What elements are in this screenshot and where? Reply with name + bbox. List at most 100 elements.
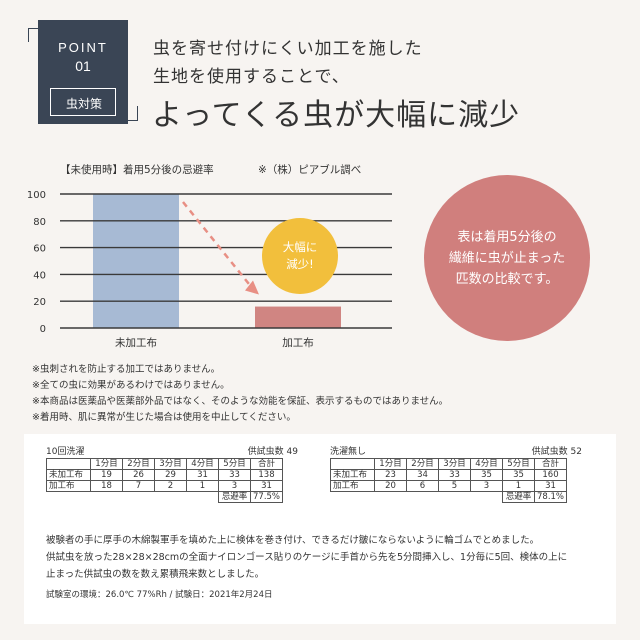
table-right-row-1-cell-4: 35	[470, 469, 503, 481]
table-left-row-1-cell-6: 138	[249, 469, 284, 481]
point-subtitle-box: 虫対策	[50, 88, 116, 116]
corner-line-bottom-v	[137, 106, 138, 120]
table-right-header-row: 1分目 2分目 3分目 4分目 5分目 合計	[330, 458, 568, 470]
table-right-row-2-cell-6: 31	[533, 480, 568, 492]
bar-2	[255, 306, 341, 328]
table-left-header-row-cell-3: 3分目	[154, 458, 187, 470]
table-left-row-2-cell-6: 31	[249, 480, 284, 492]
table-left-row-1-cell-4: 31	[186, 469, 219, 481]
table-left-header-row-cell-0	[46, 458, 91, 470]
table-right-row-1-cell-5: 35	[502, 469, 535, 481]
table-left-row-2-cell-2: 7	[122, 480, 155, 492]
corner-line-top-h	[28, 28, 42, 29]
table-right-row-1-cell-6: 160	[533, 469, 568, 481]
table-left-rate-blank-0	[47, 492, 91, 503]
point-number: 01	[75, 58, 91, 74]
table-left-header-row: 1分目 2分目 3分目 4分目 5分目 合計	[46, 458, 284, 470]
table-left-row-1-cell-2: 26	[122, 469, 155, 481]
bar-1	[93, 194, 179, 328]
table-left-row-2-cell-4: 1	[186, 480, 219, 492]
table-right-rate-label: 忌避率	[502, 491, 535, 503]
table-right-rate-value: 78.1%	[533, 491, 568, 503]
table-left-title: 10回洗濯	[46, 447, 85, 457]
headline-main: よってくる虫が大幅に減少	[152, 98, 521, 133]
table-left-rate-blank-1	[91, 492, 123, 503]
table-left-rate-row: 忌避率 77.5%	[47, 491, 284, 503]
table-right-rate-blank-2	[407, 492, 439, 503]
table-right-row-1-cell-1: 23	[374, 469, 407, 481]
table-left-row-1: 未加工布 19 26 29 31 33 138	[46, 469, 284, 481]
note-3: ※本商品は医薬品や医薬部外品ではなく、そのような効能を保証、表示するものではあり…	[32, 396, 449, 407]
table-left-row-1-cell-5: 33	[218, 469, 251, 481]
chart-source: ※（株）ピアブル調べ	[258, 164, 362, 176]
chart-title: 【未使用時】着用5分後の忌避率	[60, 164, 214, 176]
table-right-header-row-cell-4: 4分目	[470, 458, 503, 470]
table-right-row-1-cell-3: 33	[438, 469, 471, 481]
table-left-count: 供試虫数 49	[247, 447, 298, 457]
table-right-title: 洗濯無し	[330, 447, 367, 457]
table-left-row-1-cell-0: 未加工布	[46, 469, 91, 481]
callout-yellow: 大幅に 減少!	[262, 218, 338, 294]
table-left-row-2-cell-5: 3	[218, 480, 251, 492]
table-right-row-2-cell-2: 6	[406, 480, 439, 492]
note-1: ※虫刺されを防止する加工ではありません。	[32, 364, 221, 375]
table-right-row-1-cell-0: 未加工布	[330, 469, 375, 481]
y-tick-label-20: 20	[33, 297, 46, 308]
table-left-row-2: 加工布 18 7 2 1 3 31	[46, 480, 284, 492]
callout-pink: 表は着用5分後の 繊維に虫が止まった 匹数の比較です。	[424, 175, 590, 341]
table-right-rate-blank-3	[439, 492, 471, 503]
table-left-rate-value: 77.5%	[249, 491, 284, 503]
table-right-row-2: 加工布 20 6 5 3 1 31	[330, 480, 568, 492]
test-panel: 10回洗濯 供試虫数 49 1分目 2分目 3分目 4分目 5分目 合計 未加工布 19 26 2…	[24, 434, 616, 624]
table-left-header-row-cell-4: 4分目	[186, 458, 219, 470]
notes: ※虫刺されを防止する加工ではありません。 ※全ての虫に効果があるわけではありませ…	[32, 362, 448, 426]
corner-line-bottom-h	[124, 120, 138, 121]
table-right-wrap: 洗濯無し 供試虫数 52 1分目 2分目 3分目 4分目 5分目 合計 未加工布 23 34 33…	[330, 444, 586, 503]
test-environment: 試験室の環境：26.0℃ 77%Rh / 試験日：2021年2月24日	[46, 590, 273, 600]
table-right-row-2-cell-1: 20	[374, 480, 407, 492]
table-right-row-2-cell-5: 1	[502, 480, 535, 492]
description-line3: 止まった供試虫の数を数え累積飛来数としました。	[46, 569, 265, 580]
table-left-rate-blank-3	[155, 492, 187, 503]
description-line1: 被験者の手に厚手の木綿製軍手を填めた上に検体を巻き付け、できるだけ皺にならないよ…	[46, 535, 540, 546]
table-right-row-2-cell-4: 3	[470, 480, 503, 492]
table-left: 1分目 2分目 3分目 4分目 5分目 合計 未加工布 19 26 29 31 33 138 加工布 18 7…	[46, 458, 284, 503]
table-left-row-2-cell-0: 加工布	[46, 480, 91, 492]
table-right-rate-blank-0	[331, 492, 375, 503]
table-left-row-1-cell-3: 29	[154, 469, 187, 481]
category-label-2: 加工布	[282, 337, 314, 349]
table-left-header-row-cell-2: 2分目	[122, 458, 155, 470]
headline-line2: 生地を使用することで、	[153, 67, 350, 87]
table-right: 1分目 2分目 3分目 4分目 5分目 合計 未加工布 23 34 33 35 35 160 加工布 20 6…	[330, 458, 568, 503]
table-right-header-row-cell-1: 1分目	[374, 458, 407, 470]
table-right-header-row-cell-0	[330, 458, 375, 470]
table-right-row-1-cell-2: 34	[406, 469, 439, 481]
table-right-count: 供試虫数 52	[531, 447, 582, 457]
point-label: POINT	[58, 40, 108, 55]
y-tick-label-80: 80	[33, 217, 46, 228]
table-right-rate-blank-4	[471, 492, 503, 503]
point-badge: POINT 01 虫対策	[38, 20, 128, 124]
table-right-header-row-cell-6: 合計	[533, 458, 568, 470]
category-label-1: 未加工布	[115, 337, 157, 349]
callout-pink-line3: 匹数の比較です。	[455, 271, 559, 287]
table-right-rate-row: 忌避率 78.1%	[331, 491, 568, 503]
table-left-row-2-cell-3: 2	[154, 480, 187, 492]
table-left-row-1-cell-1: 19	[90, 469, 123, 481]
table-left-header-row-cell-1: 1分目	[90, 458, 123, 470]
table-right-rate-blank-1	[375, 492, 407, 503]
headline-line1: 虫を寄せ付けにくい加工を施した	[153, 39, 423, 59]
point-subtitle: 虫対策	[65, 97, 102, 111]
table-left-wrap: 10回洗濯 供試虫数 49 1分目 2分目 3分目 4分目 5分目 合計 未加工布 19 26 2…	[46, 444, 302, 503]
table-left-rate-blank-4	[187, 492, 219, 503]
arrow-head	[245, 280, 259, 295]
description-line2: 供試虫を放った28×28×28cmの全面ナイロンゴース貼りのケージに手首から先を…	[46, 552, 568, 563]
test-description: 被験者の手に厚手の木綿製軍手を填めた上に検体を巻き付け、できるだけ皺にならないよ…	[46, 532, 606, 583]
note-2: ※全ての虫に効果があるわけではありません。	[32, 380, 230, 391]
table-left-row-2-cell-1: 18	[90, 480, 123, 492]
y-tick-label-60: 60	[33, 244, 46, 255]
y-tick-label-0: 0	[40, 324, 46, 335]
callout-pink-line2: 繊維に虫が止まった	[448, 250, 566, 266]
table-right-row-2-cell-3: 5	[438, 480, 471, 492]
corner-line-top-v	[28, 28, 29, 42]
